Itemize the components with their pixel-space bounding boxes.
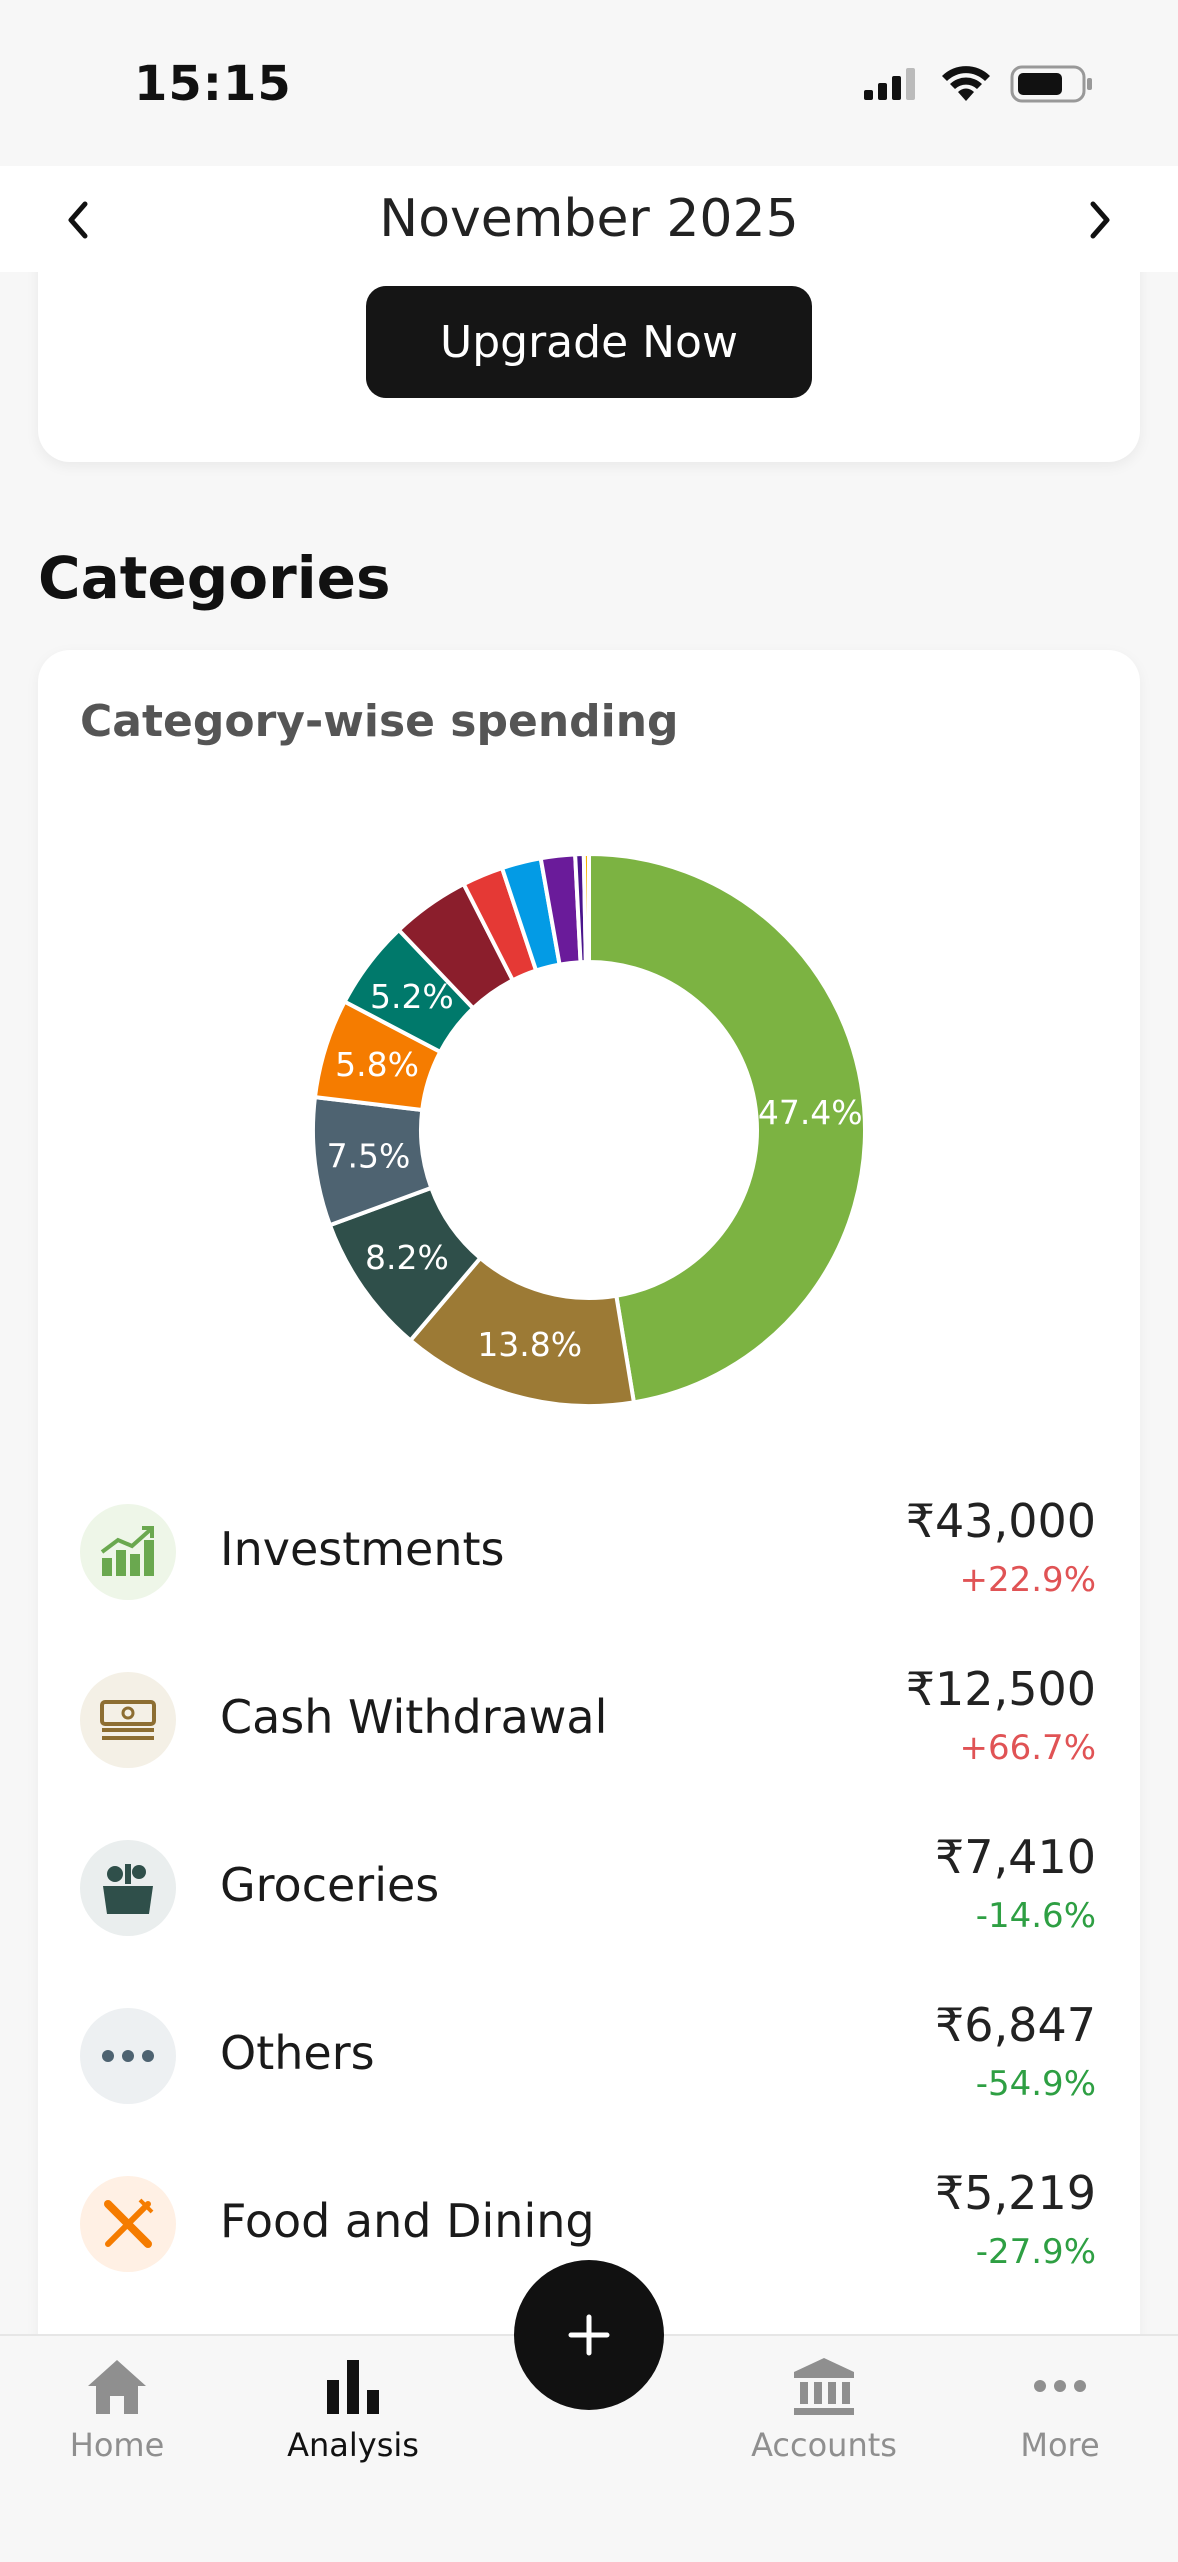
status-time: 15:15 (134, 56, 292, 112)
nav-analysis-label: Analysis (287, 2426, 419, 2464)
chevron-left-icon (68, 201, 88, 239)
nav-home[interactable]: Home (27, 2356, 207, 2464)
donut-slice[interactable] (587, 851, 867, 1405)
add-transaction-button[interactable] (514, 2260, 664, 2410)
grocery-basket-icon (80, 1840, 176, 1936)
wifi-icon (942, 66, 990, 101)
donut-slice[interactable] (581, 851, 591, 965)
category-row-others[interactable]: Others ₹6,847 -54.9% (38, 1972, 1140, 2140)
nav-accounts-label: Accounts (751, 2426, 897, 2464)
nav-more[interactable]: More (970, 2356, 1150, 2464)
bank-icon (794, 2358, 854, 2415)
category-amount: ₹6,847 (935, 1998, 1096, 2052)
category-row-groceries[interactable]: Groceries ₹7,410 -14.6% (38, 1804, 1140, 1972)
signal-icon (864, 68, 915, 100)
section-title: Categories (38, 544, 391, 612)
category-change: -14.6% (975, 1896, 1096, 1936)
category-name: Food and Dining (220, 2194, 595, 2248)
category-row-food-and-dining[interactable]: Food and Dining ₹5,219 -27.9% (38, 2140, 1140, 2308)
category-row-cash-withdrawal[interactable]: Cash Withdrawal ₹12,500 +66.7% (38, 1636, 1140, 1804)
category-name: Cash Withdrawal (220, 1690, 608, 1744)
category-name: Investments (220, 1522, 505, 1576)
fork-knife-icon (80, 2176, 176, 2272)
card-title: Category-wise spending (80, 696, 679, 747)
investments-chart-icon (80, 1504, 176, 1600)
category-change: -27.9% (975, 2232, 1096, 2272)
category-change: -54.9% (975, 2064, 1096, 2104)
category-change: +22.9% (959, 1560, 1097, 1600)
more-dots-icon (1034, 2380, 1086, 2392)
donut-slice-label: 8.2% (365, 1238, 449, 1277)
nav-more-label: More (1020, 2426, 1100, 2464)
chevron-right-icon (1090, 201, 1110, 239)
nav-home-label: Home (69, 2426, 165, 2464)
donut-slice-label: 5.8% (335, 1045, 419, 1084)
status-bar: 15:15 (0, 0, 1178, 166)
upgrade-now-button[interactable]: Upgrade Now (366, 286, 812, 398)
status-icons (862, 64, 1094, 104)
plus-icon (568, 2314, 610, 2356)
category-amount: ₹12,500 (905, 1662, 1096, 1716)
category-name: Groceries (220, 1858, 440, 1912)
battery-icon (1010, 65, 1092, 103)
category-name: Others (220, 2026, 375, 2080)
donut-slice-label: 7.5% (327, 1137, 411, 1176)
category-amount: ₹43,000 (905, 1494, 1096, 1548)
cash-icon (80, 1672, 176, 1768)
more-dots-icon (80, 2008, 176, 2104)
category-donut-chart[interactable]: 47.4% 13.8% 8.2% 7.5% 5.8% 5.2% (309, 850, 869, 1410)
donut-slice-label: 5.2% (370, 977, 454, 1016)
category-change: +66.7% (959, 1728, 1097, 1768)
month-title[interactable]: November 2025 (379, 189, 799, 249)
bar-chart-icon (327, 2360, 379, 2414)
next-month-button[interactable] (1068, 188, 1132, 252)
month-selector: November 2025 (0, 166, 1178, 272)
previous-month-button[interactable] (46, 188, 110, 252)
category-amount: ₹5,219 (935, 2166, 1096, 2220)
category-row-investments[interactable]: Investments ₹43,000 +22.9% (38, 1468, 1140, 1636)
category-amount: ₹7,410 (935, 1830, 1096, 1884)
donut-slice-label: 13.8% (477, 1325, 582, 1364)
nav-accounts[interactable]: Accounts (734, 2356, 914, 2464)
home-icon (88, 2360, 146, 2414)
donut-slice-label: 47.4% (758, 1093, 863, 1132)
nav-analysis[interactable]: Analysis (263, 2356, 443, 2464)
